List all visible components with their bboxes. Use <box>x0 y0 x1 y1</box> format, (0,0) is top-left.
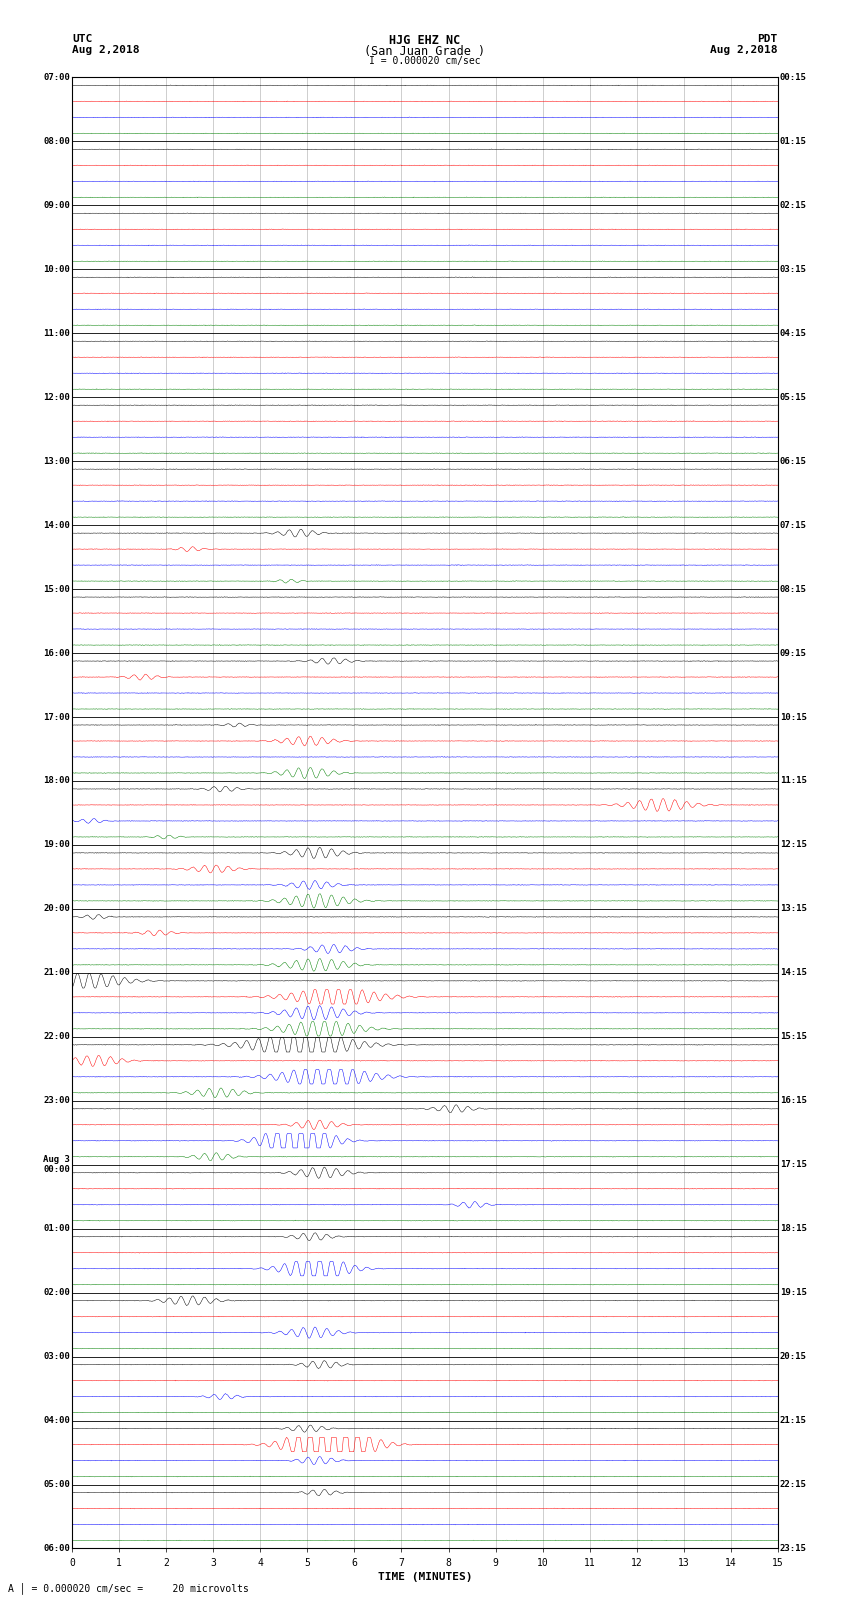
Text: 21:00: 21:00 <box>43 968 71 977</box>
Text: 06:00: 06:00 <box>43 1544 71 1553</box>
Text: 07:00: 07:00 <box>43 73 71 82</box>
Text: 07:15: 07:15 <box>779 521 807 529</box>
Text: 08:15: 08:15 <box>779 584 807 594</box>
Text: 19:00: 19:00 <box>43 840 71 850</box>
Text: 23:15: 23:15 <box>779 1544 807 1553</box>
X-axis label: TIME (MINUTES): TIME (MINUTES) <box>377 1571 473 1582</box>
Text: 05:15: 05:15 <box>779 392 807 402</box>
Text: 11:15: 11:15 <box>779 776 807 786</box>
Text: 01:15: 01:15 <box>779 137 807 145</box>
Text: 20:00: 20:00 <box>43 905 71 913</box>
Text: 08:00: 08:00 <box>43 137 71 145</box>
Text: 02:00: 02:00 <box>43 1289 71 1297</box>
Text: 12:15: 12:15 <box>779 840 807 850</box>
Text: 09:15: 09:15 <box>779 648 807 658</box>
Text: 17:00: 17:00 <box>43 713 71 721</box>
Text: 14:15: 14:15 <box>779 968 807 977</box>
Text: 05:00: 05:00 <box>43 1481 71 1489</box>
Text: 17:15: 17:15 <box>779 1160 807 1169</box>
Text: UTC: UTC <box>72 34 93 44</box>
Text: (San Juan Grade ): (San Juan Grade ) <box>365 45 485 58</box>
Text: 09:00: 09:00 <box>43 202 71 210</box>
Text: 15:15: 15:15 <box>779 1032 807 1042</box>
Text: Aug 3
00:00: Aug 3 00:00 <box>43 1155 71 1174</box>
Text: 16:15: 16:15 <box>779 1097 807 1105</box>
Text: 18:00: 18:00 <box>43 776 71 786</box>
Text: 13:15: 13:15 <box>779 905 807 913</box>
Text: 13:00: 13:00 <box>43 456 71 466</box>
Text: 20:15: 20:15 <box>779 1352 807 1361</box>
Text: 10:15: 10:15 <box>779 713 807 721</box>
Text: 15:00: 15:00 <box>43 584 71 594</box>
Text: 03:15: 03:15 <box>779 265 807 274</box>
Text: 11:00: 11:00 <box>43 329 71 337</box>
Text: 03:00: 03:00 <box>43 1352 71 1361</box>
Text: 23:00: 23:00 <box>43 1097 71 1105</box>
Text: 12:00: 12:00 <box>43 392 71 402</box>
Text: 06:15: 06:15 <box>779 456 807 466</box>
Text: 04:15: 04:15 <box>779 329 807 337</box>
Text: 21:15: 21:15 <box>779 1416 807 1424</box>
Text: Aug 2,2018: Aug 2,2018 <box>72 45 139 55</box>
Text: I = 0.000020 cm/sec: I = 0.000020 cm/sec <box>369 56 481 66</box>
Text: Aug 2,2018: Aug 2,2018 <box>711 45 778 55</box>
Text: 02:15: 02:15 <box>779 202 807 210</box>
Text: 19:15: 19:15 <box>779 1289 807 1297</box>
Text: 10:00: 10:00 <box>43 265 71 274</box>
Text: A │ = 0.000020 cm/sec =     20 microvolts: A │ = 0.000020 cm/sec = 20 microvolts <box>8 1582 249 1594</box>
Text: 04:00: 04:00 <box>43 1416 71 1424</box>
Text: 00:15: 00:15 <box>779 73 807 82</box>
Text: 22:15: 22:15 <box>779 1481 807 1489</box>
Text: 14:00: 14:00 <box>43 521 71 529</box>
Text: 01:00: 01:00 <box>43 1224 71 1234</box>
Text: 16:00: 16:00 <box>43 648 71 658</box>
Text: PDT: PDT <box>757 34 778 44</box>
Text: 22:00: 22:00 <box>43 1032 71 1042</box>
Text: 18:15: 18:15 <box>779 1224 807 1234</box>
Text: HJG EHZ NC: HJG EHZ NC <box>389 34 461 47</box>
